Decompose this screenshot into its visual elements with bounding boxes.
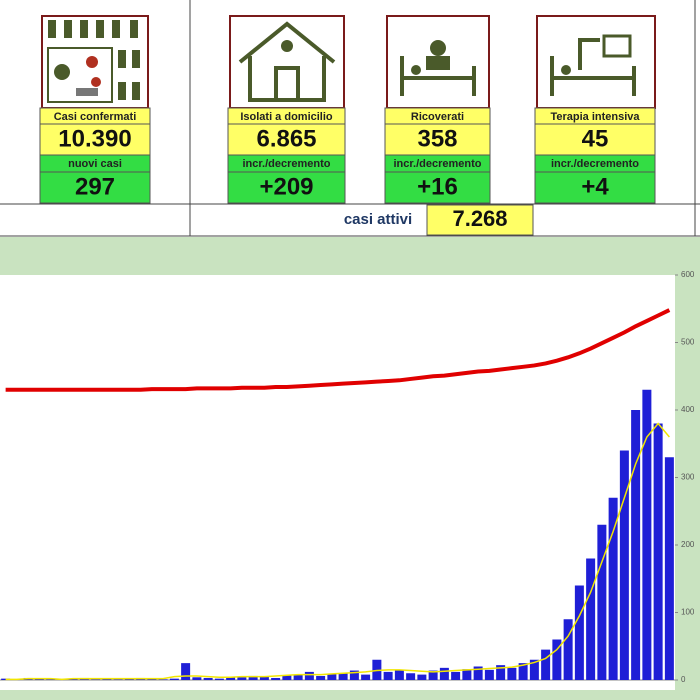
active-value: 7.268: [452, 206, 507, 231]
panel-sub-value: +16: [417, 173, 458, 200]
bar: [653, 423, 663, 680]
panel-value: 6.865: [256, 125, 316, 152]
bar: [327, 673, 337, 680]
bar: [338, 673, 348, 680]
bar: [631, 410, 641, 680]
bar: [181, 663, 191, 680]
y-tick-label: 500: [681, 338, 695, 347]
bar: [293, 674, 303, 680]
line: [5, 422, 670, 681]
bar: [563, 619, 573, 680]
y-tick-label: 100: [681, 608, 695, 617]
bar: [91, 679, 101, 680]
value-box: [227, 123, 346, 156]
bar: [383, 671, 393, 680]
bar: [473, 666, 483, 680]
bar: [496, 665, 506, 680]
panel-label: Ricoverati: [411, 111, 464, 123]
sub-value-box: [39, 171, 151, 204]
bar: [361, 674, 371, 680]
sub-value-box: [384, 171, 491, 204]
bar: [203, 677, 213, 680]
value-box: [534, 123, 656, 156]
y-tick-label: 300: [681, 473, 695, 482]
bar: [259, 676, 269, 680]
bar: [248, 675, 258, 680]
bar: [406, 673, 416, 680]
active-label: casi attivi: [344, 211, 412, 228]
panel-sub-label: nuovi casi: [68, 158, 122, 170]
y-tick-label: 400: [681, 405, 695, 414]
bar: [169, 678, 179, 680]
bar: [642, 389, 652, 680]
bar: [507, 667, 517, 680]
plot: 0 100 200 300 400 500 600: [0, 270, 695, 684]
bar: [46, 679, 56, 680]
bar: [428, 670, 438, 680]
bar: [304, 671, 314, 680]
bar: [484, 669, 494, 680]
bar: [518, 663, 528, 680]
panel-sub-value: 297: [75, 173, 115, 200]
panels: Casi confermati 10.390 nuovi casi 297 Isolat…: [39, 107, 656, 204]
bar: [237, 677, 247, 680]
bar: [552, 639, 562, 680]
panel-sub-value: +4: [581, 173, 609, 200]
bar: [113, 679, 123, 680]
bar: [597, 524, 607, 680]
table-lines: [0, 0, 700, 237]
bar: [462, 669, 472, 680]
y-tick-label: 0: [681, 675, 686, 684]
sub-value-box: [534, 171, 656, 204]
bar: [619, 450, 629, 680]
bar: [282, 675, 292, 680]
bar: [439, 667, 449, 680]
bar: [608, 497, 618, 680]
bar: [349, 670, 359, 680]
line: [5, 308, 671, 392]
panel-sub-label: incr./decremento: [393, 158, 481, 170]
bar: [214, 678, 224, 680]
bar: [529, 659, 539, 680]
bar: [541, 649, 551, 680]
panel-label: Terapia intensiva: [550, 111, 640, 123]
panel-label: Isolati a domicilio: [240, 111, 333, 123]
bar: [316, 675, 326, 680]
bar: [574, 585, 584, 680]
bar: [417, 674, 427, 680]
active-box: [426, 204, 534, 236]
bar: [158, 679, 168, 680]
plot-area: [0, 275, 675, 690]
panel-sub-value: +209: [259, 173, 313, 200]
bar: [586, 558, 596, 680]
bar: [226, 676, 236, 680]
panel-label: Casi confermati: [54, 111, 137, 123]
y-tick-label: 200: [681, 540, 695, 549]
panel-sub-label: incr./decremento: [551, 158, 639, 170]
panel-value: 45: [582, 125, 609, 152]
bar: [451, 671, 461, 680]
panel-value: 358: [417, 125, 457, 152]
panel-sub-label: incr./decremento: [242, 158, 330, 170]
bar: [271, 677, 281, 680]
panel-value: 10.390: [58, 125, 131, 152]
y-tick-label: 600: [681, 270, 695, 279]
value-box: [39, 123, 151, 156]
bar: [394, 669, 404, 680]
sub-value-box: [227, 171, 346, 204]
bar: [192, 677, 202, 680]
bar: [664, 457, 674, 680]
